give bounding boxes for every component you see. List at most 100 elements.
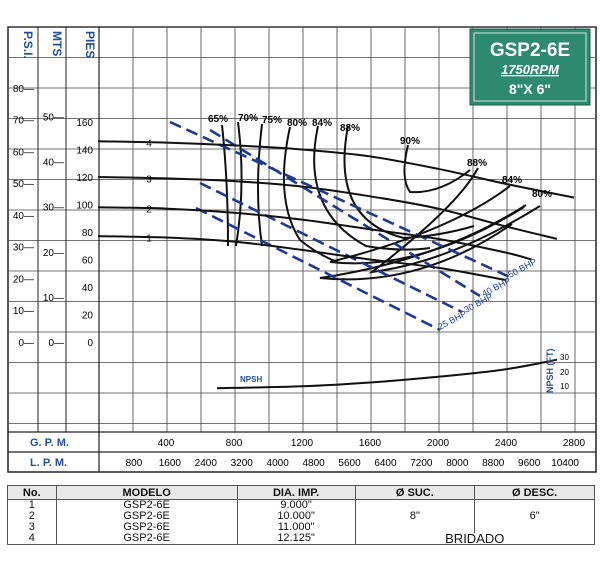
psi-tick: 50— xyxy=(13,179,34,190)
head-curves: 1 2 3 4 xyxy=(97,139,575,390)
lpm-tick: 4000 xyxy=(267,458,290,469)
efficiency-label: 84% xyxy=(312,118,332,129)
row-modelo: GSP2-6E xyxy=(55,499,238,511)
npsh-tick-30: 30 xyxy=(560,353,569,362)
pump-curve-chart: P.S.I. MTS PIES 80—70—60—50—40—30—20—10—… xyxy=(7,26,597,473)
efficiency-label: 84% xyxy=(502,175,522,186)
title-box-inner xyxy=(473,32,587,102)
row-modelo: GSP2-6E xyxy=(55,511,238,522)
gpm-tick: 2000 xyxy=(427,438,450,449)
mts-tick: 40— xyxy=(43,158,64,169)
efficiency-curve xyxy=(221,124,229,247)
gpm-tick: 1200 xyxy=(291,438,314,449)
header-suc: Ø SUC. xyxy=(354,485,476,500)
efficiency-curve xyxy=(368,167,541,274)
efficiency-label: 65% xyxy=(208,114,228,125)
psi-tick: 10— xyxy=(13,306,34,317)
npsh-curve-label: NPSH xyxy=(240,375,262,384)
bhp-line xyxy=(199,181,463,314)
gpm-tick: 800 xyxy=(226,438,243,449)
head-curve-1 xyxy=(97,235,507,282)
lpm-tick: 8800 xyxy=(482,458,505,469)
lpm-tick: 10400 xyxy=(551,458,579,469)
table-row: 2 GSP2-6E 10.000" xyxy=(7,511,595,522)
row-dia: 10.000" xyxy=(236,511,356,522)
lpm-tick: 7200 xyxy=(410,458,433,469)
efficiency-label: 88% xyxy=(467,158,487,169)
efficiency-curve xyxy=(403,144,471,194)
bhp-line xyxy=(169,120,513,280)
pies-tick: 60 xyxy=(82,256,94,267)
pies-tick: 100 xyxy=(76,201,93,212)
head-curve-3 xyxy=(97,176,558,240)
model-title: GSP2-6E xyxy=(490,40,570,61)
pies-tick: 140 xyxy=(76,146,93,157)
pies-tick: 20 xyxy=(82,311,94,322)
psi-tick: 0— xyxy=(18,338,34,349)
mts-tick: 20— xyxy=(43,248,64,259)
psi-axis-label: P.S.I. xyxy=(21,31,35,59)
gpm-tick: 2400 xyxy=(495,438,518,449)
efficiency-curves xyxy=(221,121,541,281)
npsh-curve xyxy=(216,358,558,390)
efficiency-curve xyxy=(343,125,475,240)
pies-tick: 160 xyxy=(76,118,93,129)
lpm-tick: 9600 xyxy=(518,458,541,469)
head-curve-label: 1 xyxy=(146,234,152,245)
header-desc: Ø DESC. xyxy=(474,485,595,500)
table-row: 4 GSP2-6E 12.125" BRIDADO xyxy=(7,532,596,545)
efficiency-curve xyxy=(282,126,339,263)
npsh-tick-20: 20 xyxy=(560,368,569,377)
gpm-tick: 400 xyxy=(158,438,175,449)
x-tick-labels: 400 800 1200 1600 2000 2400 2800 800 1600 2400 320… xyxy=(126,438,586,469)
head-curve-2 xyxy=(97,206,532,261)
title-box-bg xyxy=(469,28,591,106)
table-row: 3 GSP2-6E 11.000" xyxy=(7,522,595,533)
psi-tick: 40— xyxy=(13,211,34,222)
gpm-tick: 1600 xyxy=(359,438,382,449)
table-row: 1 GSP2-6E 9.000" 8" 6" xyxy=(7,499,595,533)
suc-value: 8" xyxy=(354,499,476,533)
mts-tick: 0— xyxy=(48,338,64,349)
pies-tick: 120 xyxy=(76,173,93,184)
efficiency-label: 88% xyxy=(340,123,360,134)
efficiency-label: 80% xyxy=(287,118,307,129)
mts-tick: 10— xyxy=(43,293,64,304)
efficiency-curve xyxy=(257,123,263,247)
head-curve-label: 2 xyxy=(146,205,152,216)
pies-axis-label: PIES xyxy=(83,31,97,58)
gpm-tick: 2800 xyxy=(563,438,586,449)
head-curve-4 xyxy=(97,140,575,199)
lpm-tick: 800 xyxy=(126,458,143,469)
row-dia: 12.125" xyxy=(236,533,356,545)
efficiency-label: 70% xyxy=(238,113,258,124)
efficiency-label: 90% xyxy=(400,136,420,147)
psi-tick: 60— xyxy=(13,147,34,158)
header-dia: DIA. IMP. xyxy=(236,485,356,500)
pies-tick: 40 xyxy=(82,283,94,294)
row-modelo: GSP2-6E xyxy=(55,522,238,533)
gpm-label: G. P. M. xyxy=(30,437,69,449)
desc-value: 6" xyxy=(474,499,595,533)
efficiency-label: 75% xyxy=(262,115,282,126)
psi-tick: 70— xyxy=(13,116,34,127)
efficiency-curve xyxy=(319,204,527,281)
size-label: 8"X 6" xyxy=(509,81,551,97)
rpm-label: 1750RPM xyxy=(501,62,560,77)
title-box: GSP2-6E 1750RPM 8"X 6" xyxy=(469,28,591,106)
head-curve-label: 4 xyxy=(146,139,152,150)
efficiency-curve xyxy=(235,121,243,247)
row-no: 4 xyxy=(7,533,57,545)
model-table: No. MODELO DIA. IMP. Ø SUC. Ø DESC. 1 GS… xyxy=(7,485,596,545)
psi-tick: 80— xyxy=(13,84,34,95)
lpm-tick: 1600 xyxy=(159,458,182,469)
pies-tick: 80 xyxy=(82,228,94,239)
table-header: No. MODELO DIA. IMP. Ø SUC. Ø DESC. xyxy=(7,485,595,500)
pies-tick: 0 xyxy=(87,338,93,349)
row-modelo: GSP2-6E xyxy=(55,533,238,545)
mts-tick: 50— xyxy=(43,112,64,123)
efficiency-label: 80% xyxy=(532,189,552,200)
psi-tick: 20— xyxy=(13,274,34,285)
mts-tick: 30— xyxy=(43,203,64,214)
header-modelo: MODELO xyxy=(55,485,238,500)
